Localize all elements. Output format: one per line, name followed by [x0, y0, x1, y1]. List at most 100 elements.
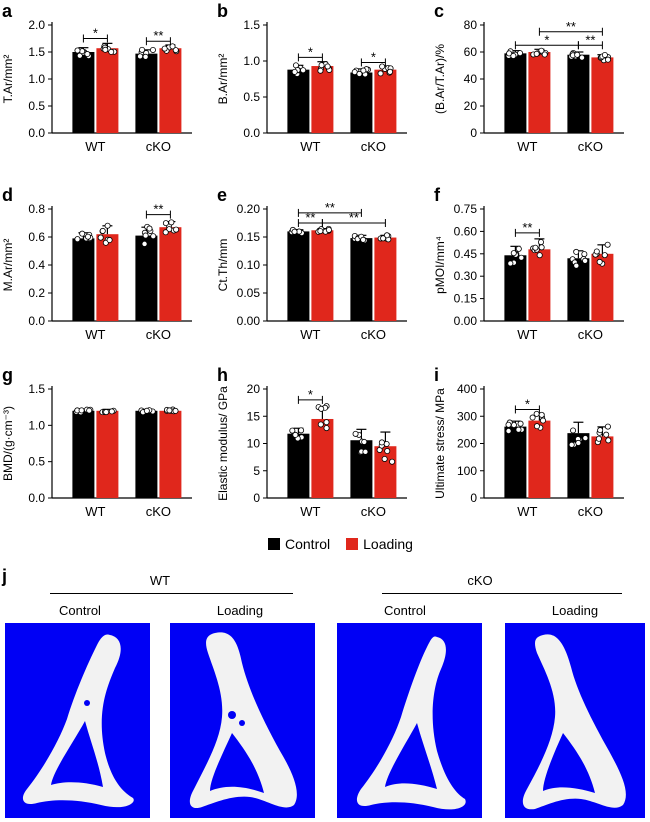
point-b-cKO-Loading-3	[377, 70, 384, 77]
point-i-cKO-Control-4	[570, 427, 577, 434]
y-tick-label-g-3: 1.5	[28, 382, 45, 396]
bar-d-WT-Loading	[96, 234, 119, 321]
bar-i-cKO-Loading	[591, 436, 614, 498]
y-axis-label-i: Ultimate stress/ MPa	[433, 388, 447, 499]
point-f-WT-Control-4	[510, 250, 517, 257]
x-tick-label-f-WT: WT	[517, 327, 537, 342]
legend-loading-label: Loading	[363, 536, 413, 552]
y-tick-label-h-1: 5	[253, 464, 260, 478]
point-b-WT-Loading-6	[324, 63, 331, 70]
point-a-WT-Loading-5	[108, 48, 115, 55]
y-tick-label-a-1: 0.5	[28, 99, 45, 113]
point-i-WT-Control-5	[517, 420, 524, 427]
legend-control-swatch	[268, 538, 280, 550]
y-tick-label-a-4: 2.0	[28, 18, 45, 32]
microct-cko-control	[337, 623, 482, 818]
panel-label-c: c	[434, 1, 444, 21]
point-h-cKO-Control-4	[362, 448, 369, 455]
point-g-WT-Control-6	[78, 407, 85, 414]
bar-d-cKO-Control	[135, 235, 158, 321]
point-i-cKO-Loading-6	[605, 437, 612, 444]
y-tick-label-d-4: 0.8	[28, 202, 45, 216]
y-axis-label-c: (B.Ar/T.Ar)/%	[433, 44, 447, 114]
bar-a-WT-Control	[72, 52, 95, 133]
x-tick-label-d-WT: WT	[85, 327, 105, 342]
point-f-cKO-Control-5	[573, 262, 580, 269]
sig-label-e-0: **	[305, 210, 315, 225]
bar-b-cKO-Control	[350, 72, 373, 133]
microct-wt-control	[5, 623, 150, 818]
point-h-WT-Loading-2	[317, 421, 324, 428]
bone-cross-section-icon	[522, 634, 626, 810]
sig-label-a-1: **	[153, 28, 163, 43]
point-b-WT-Loading-4	[318, 62, 325, 69]
bar-f-cKO-Control	[567, 258, 590, 321]
point-a-WT-Loading-6	[102, 46, 109, 53]
x-tick-label-e-cKO: cKO	[361, 327, 386, 342]
point-f-WT-Loading-0	[537, 239, 544, 246]
point-h-WT-Control-5	[289, 427, 296, 434]
point-f-WT-Loading-5	[532, 244, 539, 251]
bar-i-WT-Control	[504, 426, 527, 498]
point-b-cKO-Control-6	[356, 70, 363, 77]
y-tick-label-b-0: 0.0	[243, 126, 260, 140]
y-tick-label-e-1: 0.05	[237, 286, 261, 300]
group-line-cko	[382, 593, 622, 594]
sig-label-c-1: **	[585, 32, 595, 47]
x-tick-label-h-cKO: cKO	[361, 504, 386, 519]
point-d-cKO-Loading-1	[173, 226, 180, 233]
point-c-WT-Loading-4	[541, 51, 548, 58]
point-c-cKO-Control-5	[574, 51, 581, 58]
point-i-WT-Control-4	[505, 427, 512, 434]
panel-label-i: i	[434, 365, 439, 385]
y-tick-label-c-0: 0	[470, 126, 477, 140]
point-a-cKO-Loading-6	[161, 45, 168, 52]
group-title-cko: cKO	[467, 573, 493, 588]
bar-h-WT-Control	[287, 433, 310, 498]
point-d-cKO-Loading-6	[162, 229, 169, 236]
y-tick-label-d-0: 0.0	[28, 314, 45, 328]
point-i-WT-Loading-4	[529, 414, 536, 421]
x-tick-label-a-cKO: cKO	[146, 139, 171, 154]
point-i-cKO-Control-2	[568, 441, 575, 448]
bar-g-WT-Loading	[96, 410, 119, 498]
y-axis-label-a: T.Ar/mm²	[1, 55, 15, 104]
point-e-WT-Control-6	[291, 228, 298, 235]
point-d-cKO-Loading-3	[162, 220, 169, 227]
bar-f-WT-Loading	[528, 249, 551, 321]
bone-cross-section-icon	[22, 634, 134, 808]
point-f-WT-Control-2	[515, 245, 522, 252]
y-tick-label-a-3: 1.5	[28, 45, 45, 59]
point-i-WT-Loading-3	[538, 411, 545, 418]
y-tick-label-i-1: 100	[457, 464, 477, 478]
point-a-cKO-Control-3	[137, 53, 144, 60]
condition-label-wt-loading: Loading	[216, 603, 264, 618]
panel-label-d: d	[2, 185, 13, 205]
point-h-WT-Loading-4	[318, 405, 325, 412]
bar-d-WT-Control	[72, 238, 95, 321]
bar-g-WT-Control	[72, 410, 95, 498]
bar-h-cKO-Loading	[374, 446, 397, 498]
point-i-cKO-Loading-1	[604, 423, 611, 430]
point-d-WT-Control-5	[85, 233, 92, 240]
y-tick-label-f-4: 0.60	[454, 224, 478, 238]
point-b-WT-Control-6	[291, 68, 298, 75]
point-f-cKO-Loading-3	[593, 248, 600, 255]
point-f-WT-Loading-4	[536, 252, 543, 259]
y-tick-label-g-1: 0.5	[28, 455, 45, 469]
point-a-cKO-Control-6	[139, 46, 146, 53]
point-c-WT-Control-4	[506, 50, 513, 57]
point-i-cKO-Loading-4	[597, 427, 604, 434]
point-i-cKO-Control-1	[582, 435, 589, 442]
legend-loading: Loading	[346, 536, 413, 552]
panel-label-f: f	[434, 185, 441, 205]
point-c-WT-Loading-6	[533, 50, 540, 57]
point-b-cKO-Control-4	[360, 67, 367, 74]
y-tick-label-e-4: 0.20	[237, 202, 261, 216]
point-c-cKO-Loading-4	[604, 56, 611, 63]
point-g-cKO-Control-6	[143, 407, 150, 414]
panel-label-b: b	[217, 1, 228, 21]
point-g-WT-Control-3	[86, 407, 93, 414]
sig-label-e-1: **	[349, 210, 359, 225]
